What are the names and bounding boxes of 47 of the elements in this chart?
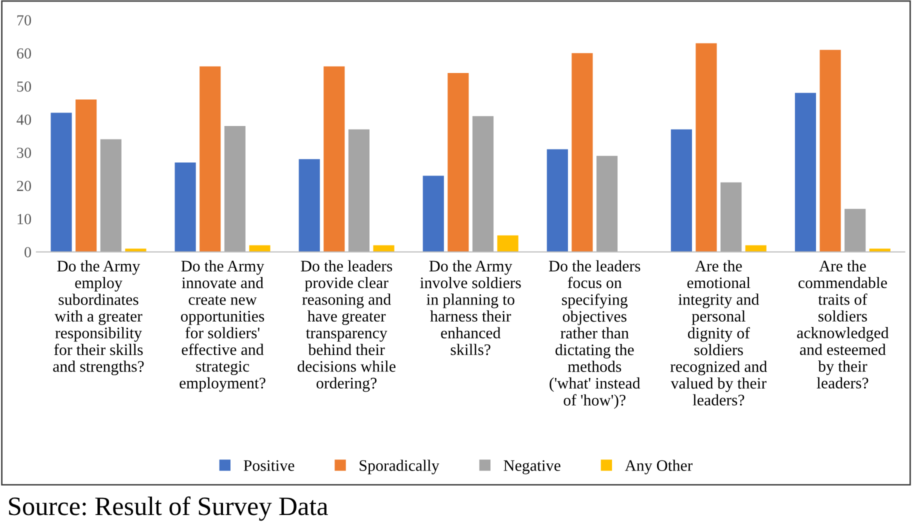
- bar: [572, 53, 593, 252]
- legend-label: Any Other: [624, 460, 693, 474]
- bar: [373, 245, 394, 252]
- y-tick-label: 30: [17, 148, 32, 158]
- bar: [596, 156, 618, 252]
- bar: [200, 66, 221, 252]
- x-tick-label: Do the Army employ subordinates with a greater responsibility for their skills and strengths?: [53, 260, 144, 376]
- y-tick-label: 70: [17, 15, 32, 26]
- bar: [174, 162, 196, 252]
- x-tick-label: Do the Army involve soldiers in planning to harness their enhanced skills?: [420, 260, 521, 356]
- category-label: Are the emotional integrity and personal dignity of soldiers recognized and valued by their leaders?: [670, 260, 768, 406]
- bar: [348, 129, 370, 252]
- x-tick-label: Are the commendable traits of soldiers acknowledged and esteemed by their leaders?: [797, 260, 889, 389]
- bar: [869, 248, 890, 252]
- category-label: Do the leaders focus on specifying objectives rather than dictating the methods ('what' instead of 'how')?: [548, 260, 640, 409]
- bar: [448, 73, 469, 252]
- bar: [745, 245, 766, 252]
- bar: [324, 66, 345, 252]
- bar: [50, 112, 72, 252]
- bar: [298, 159, 320, 252]
- x-tick-label: Do the leaders provide clear reasoning and have greater transparency behind their decisions while ordering?: [298, 260, 396, 392]
- bar: [224, 126, 246, 252]
- bar: [422, 176, 444, 252]
- x-tick-label: Do the Army innovate and create new opportunities for soldiers' effective and strategic employment?: [180, 260, 266, 392]
- bar: [76, 100, 97, 252]
- bar: [125, 248, 146, 252]
- legend-label: Negative: [504, 460, 560, 474]
- y-tick-label: 40: [16, 114, 32, 125]
- bar: [472, 116, 494, 252]
- y-tick-label: 50: [17, 81, 32, 92]
- bar: [820, 50, 841, 252]
- bar: [546, 149, 568, 252]
- legend-label: Sporadically: [360, 460, 440, 474]
- y-tick-label: 20: [17, 180, 32, 192]
- bar: [844, 208, 866, 252]
- bar: [720, 182, 742, 252]
- y-tick-label: 10: [18, 214, 32, 224]
- bar: [249, 245, 270, 252]
- bar: [100, 139, 122, 252]
- y-tick-label: 60: [17, 48, 32, 59]
- y-tick-label: 0: [24, 247, 32, 258]
- bar: [696, 43, 717, 252]
- legend-label: Positive: [244, 460, 294, 471]
- bar: [670, 129, 692, 252]
- source-note: Source: Result of Survey Data: [9, 496, 328, 521]
- bar: [794, 92, 816, 252]
- bar: [497, 235, 518, 252]
